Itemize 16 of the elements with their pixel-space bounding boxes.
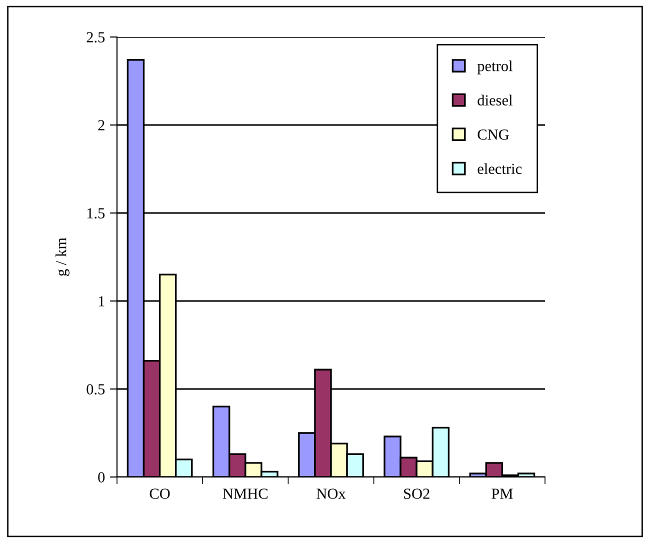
x-tick-label: NMHC [222,488,268,499]
legend-label: CNG [478,129,509,140]
y-tick-label: 2.5 [86,32,105,43]
y-tick-label: 2 [98,120,104,130]
legend-label: diesel [478,94,512,106]
y-tick-label: 0 [98,472,105,482]
legend-label: petrol [477,60,512,74]
x-tick-label: CO [150,488,170,499]
legend-label: electric [478,163,522,174]
y-tick-label: 0.5 [86,384,105,395]
y-tick-label: 1.5 [87,208,105,219]
x-tick-label: PM [492,488,513,499]
y-tick-label: 1 [98,296,104,306]
x-tick-label: SO2 [404,488,430,499]
x-tick-label: NOx [316,488,346,499]
y-axis-title: g / km [56,238,70,276]
